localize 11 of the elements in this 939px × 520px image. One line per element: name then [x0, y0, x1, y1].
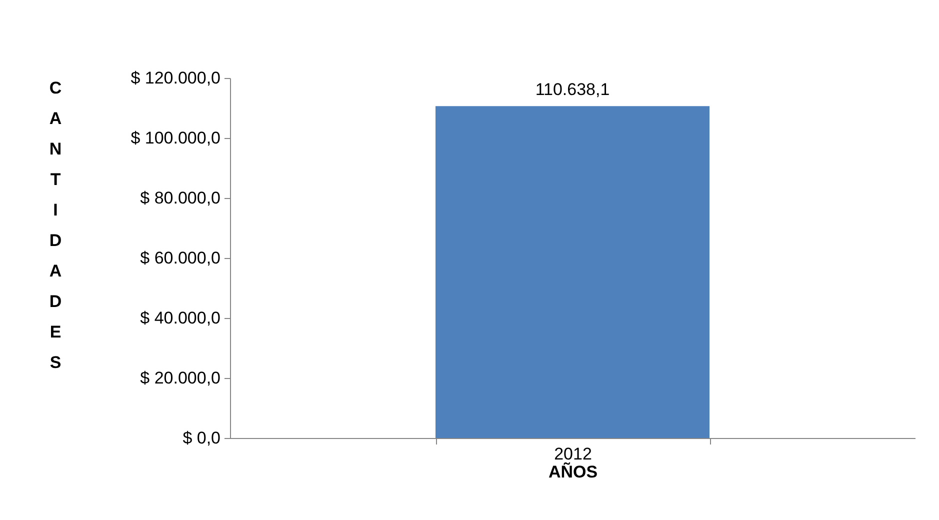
text: CANTIDADES: [49, 78, 62, 372]
x-axis-title: AÑOS: [548, 462, 598, 482]
y-tick-label: $ 0,0: [182, 428, 220, 448]
y-tick-label: $ 120.000,0: [130, 68, 220, 88]
y-tick-label: $ 40.000,0: [140, 308, 220, 328]
y-tick-label: $ 20.000,0: [140, 368, 220, 388]
x-tick-label: 2012: [554, 444, 592, 464]
y-tick-label: $ 100.000,0: [130, 128, 220, 148]
y-tick-label: $ 60.000,0: [140, 248, 220, 268]
data-label: 110.638,1: [535, 80, 610, 100]
y-tick-label: $ 80.000,0: [140, 188, 220, 208]
